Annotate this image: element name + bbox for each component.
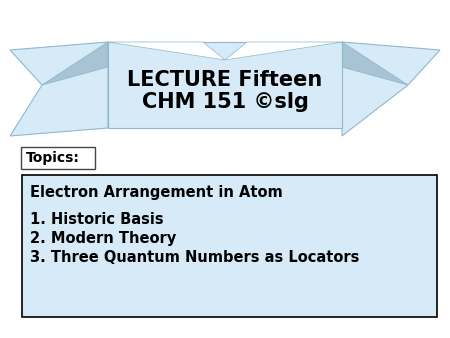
Text: 2. Modern Theory: 2. Modern Theory <box>30 232 176 246</box>
Text: 3. Three Quantum Numbers as Locators: 3. Three Quantum Numbers as Locators <box>30 250 360 266</box>
Polygon shape <box>42 42 108 85</box>
Text: LECTURE Fifteen: LECTURE Fifteen <box>127 70 323 90</box>
Text: CHM 151 ©slg: CHM 151 ©slg <box>142 92 308 112</box>
Polygon shape <box>108 42 225 60</box>
Polygon shape <box>225 42 342 60</box>
Polygon shape <box>342 42 408 85</box>
FancyBboxPatch shape <box>22 175 437 317</box>
FancyBboxPatch shape <box>108 42 342 128</box>
Text: Electron Arrangement in Atom: Electron Arrangement in Atom <box>30 186 283 200</box>
Text: 1. Historic Basis: 1. Historic Basis <box>30 213 164 227</box>
Polygon shape <box>342 42 440 136</box>
Polygon shape <box>10 42 108 136</box>
FancyBboxPatch shape <box>21 147 95 169</box>
Text: Topics:: Topics: <box>26 151 80 165</box>
